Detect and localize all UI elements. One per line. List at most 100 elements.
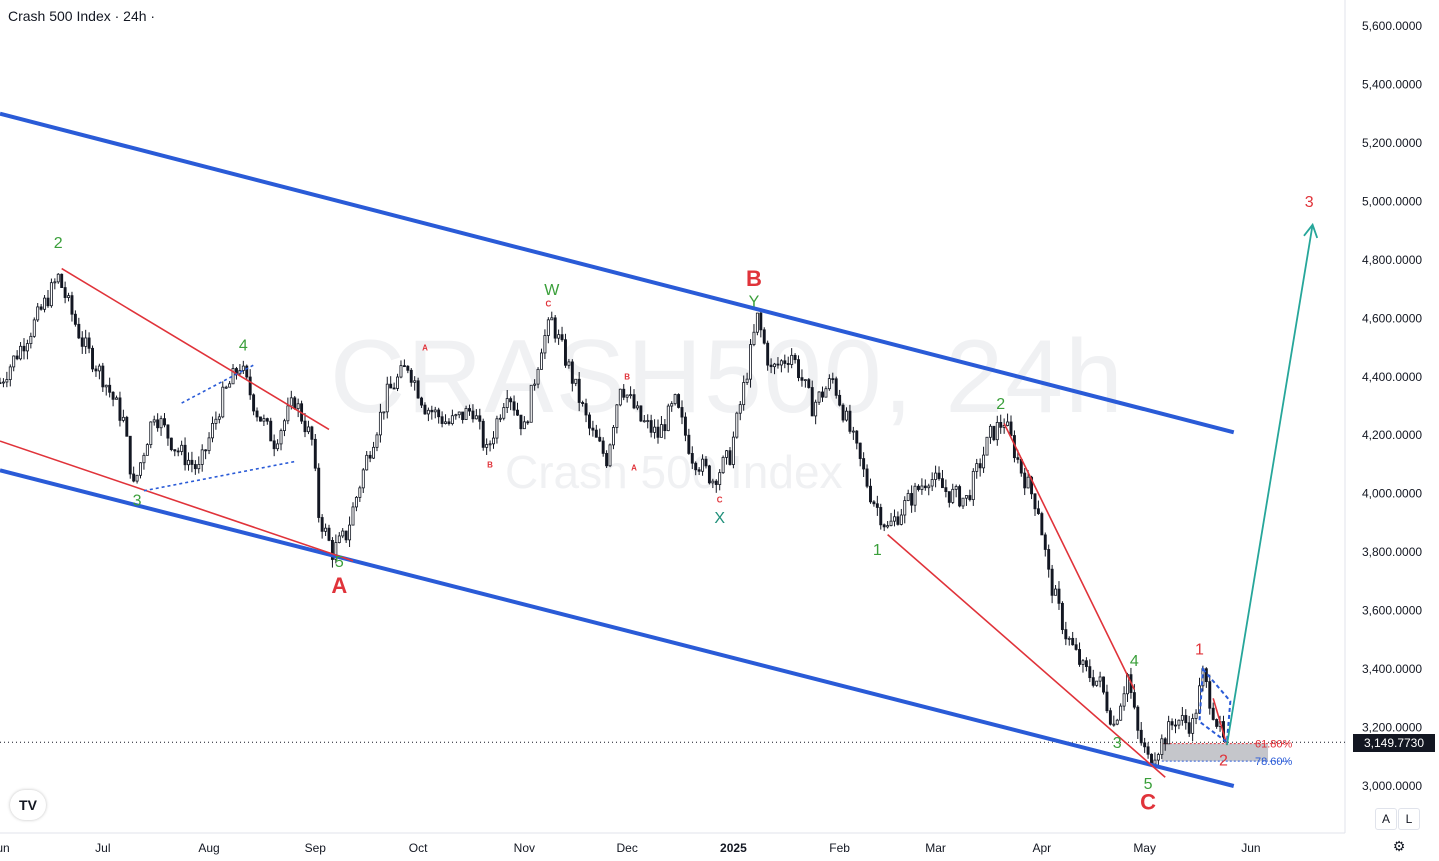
candle-body [468,408,471,412]
wave-label: 1 [1195,641,1204,658]
candle-body [951,488,955,503]
candle-body [800,377,804,381]
candle-body [858,442,862,459]
candle-body [882,524,886,528]
candle-body [317,467,321,518]
watermark-name: Crash 500 Index [505,446,843,498]
candle-body [1009,421,1013,436]
candle-body [217,416,221,420]
wave-label: 2 [1219,753,1228,770]
wave-label: 3 [133,492,142,509]
candle-body [790,354,794,365]
x-tick-label: Mar [925,841,946,855]
wave-label: A [331,573,347,598]
candle-body [197,464,201,470]
candle-body [1215,719,1219,727]
candle-body [848,410,852,432]
fib-retracement-zone [1161,743,1269,762]
candle-body [1160,738,1164,755]
candle-body [519,414,523,430]
candle-body [841,404,845,421]
candle-body [766,342,770,366]
candle-body [272,440,276,450]
y-tick-label: 4,200.0000 [1362,428,1422,442]
candle-body [279,430,283,445]
candle-body [91,347,94,370]
candle-body [1139,729,1143,744]
candle-body [149,421,153,446]
candle-body [80,337,84,347]
candle-body [964,495,968,499]
candle-body [1030,476,1034,495]
candle-body [779,360,783,366]
y-tick-label: 5,400.0000 [1362,77,1422,91]
candle-body [793,354,797,361]
candle-body [135,474,139,482]
candle-body [570,361,574,384]
candle-body [995,421,999,441]
log-scale-button[interactable]: L [1398,808,1420,830]
candle-body [728,450,732,465]
candle-body [180,444,184,452]
wave-label: 4 [239,337,248,354]
x-tick-label: Jun [1241,841,1260,855]
candle-body [77,323,81,339]
x-tick-label: May [1133,841,1156,855]
candle-body [447,421,451,425]
candle-body [348,524,352,541]
candle-body [1108,710,1112,725]
fib-level-label: 61.80% [1255,739,1293,751]
candle-body [84,337,88,347]
candle-body [992,425,996,441]
candle-body [255,410,259,418]
wave-label: 5 [1144,776,1153,793]
candle-body [262,418,266,422]
candle-body [930,479,934,487]
candle-body [865,468,869,487]
candle-body [409,369,413,383]
triangle-top-line [181,364,254,404]
candle-body [656,426,660,438]
tradingview-logo[interactable]: TV [10,790,46,820]
candle-body [961,497,965,507]
candle-body [889,520,893,526]
wedge-line [0,440,354,562]
candle-body [118,397,122,421]
auto-scale-button[interactable]: A [1375,808,1397,830]
candle-body [36,306,40,321]
candle-body [420,397,423,406]
candle-body [495,418,499,439]
candle-body [1033,493,1037,510]
candle-body [985,436,989,456]
candle-body [0,382,2,385]
candle-body [505,398,509,408]
y-tick-label: 4,800.0000 [1362,253,1422,267]
candle-body [67,295,71,298]
wave-label: B [746,266,762,291]
channel-lower-line [0,468,1235,788]
x-tick-label: Aug [198,841,219,855]
candle-body [265,418,269,422]
candle-body [803,379,807,382]
candle-body [560,334,564,341]
candle-body [1156,754,1160,761]
candle-body [611,427,615,446]
candle-body [5,379,9,383]
candle-body [899,514,903,525]
wave-label: A [422,343,428,352]
candle-body [625,394,629,398]
candle-body [351,506,355,526]
candle-body [413,380,417,383]
candle-body [910,493,914,506]
candle-body [581,402,585,404]
candle-body [63,287,67,298]
flag-pattern [1198,666,1232,745]
candle-body [516,409,519,416]
candle-body [1060,602,1064,631]
candle-body [269,420,273,442]
gear-icon[interactable]: ⚙ [1392,839,1406,855]
candle-body [639,405,643,422]
candle-body [1064,629,1068,640]
candle-body [396,376,400,389]
